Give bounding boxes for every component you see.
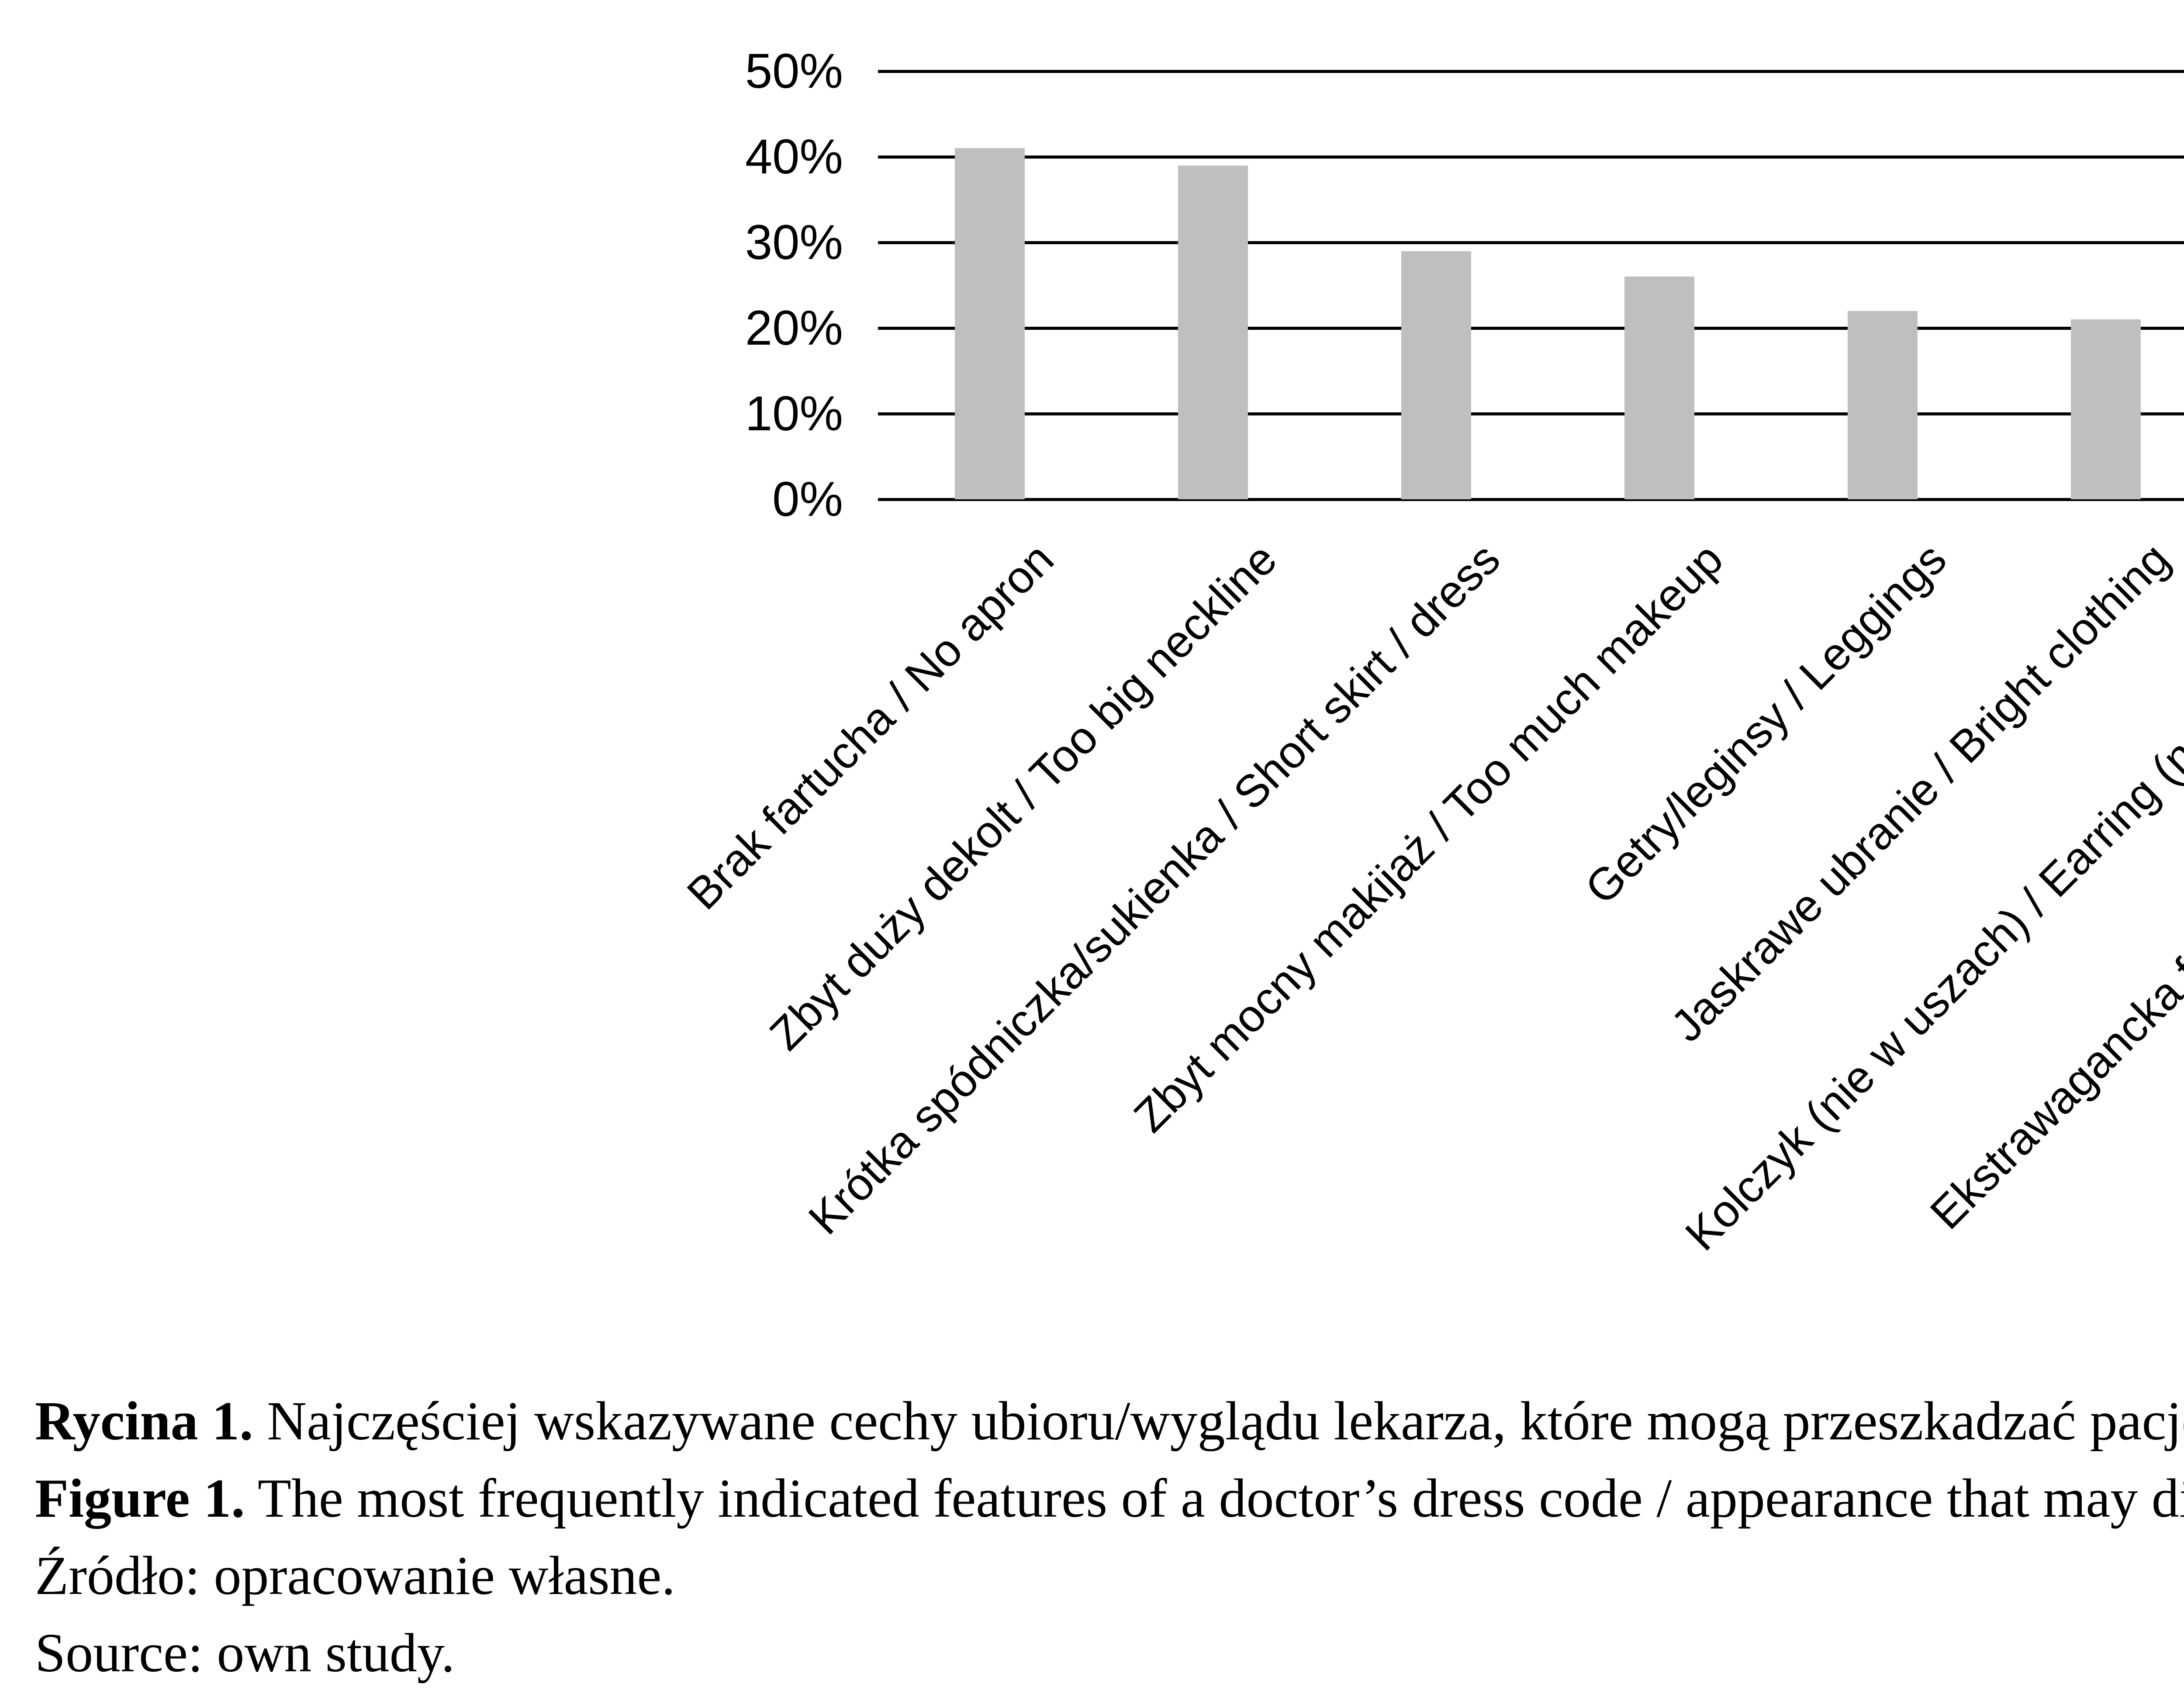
bar [1178, 165, 1248, 499]
y-axis-tick: 20% [745, 301, 843, 355]
gridline [878, 327, 2184, 330]
caption-figure-number-pl: Rycina 1. [35, 1391, 253, 1452]
y-axis-tick: 10% [745, 386, 843, 441]
bar [2071, 319, 2141, 499]
x-axis-label: Jaskrawe ubranie / Bright clothing [1661, 533, 2180, 1052]
x-axis-label: Brak fartucha / No apron [677, 533, 1064, 920]
gridline [878, 70, 2184, 73]
bar [954, 148, 1025, 499]
gridline [878, 498, 2184, 501]
y-axis-tick: 50% [745, 44, 843, 98]
bar [1624, 277, 1694, 499]
y-axis-tick: 0% [772, 472, 843, 526]
caption-text-pl: Najczęściej wskazywane cechy ubioru/wygl… [253, 1391, 2184, 1452]
caption-source-en: Source: own study. [35, 1623, 455, 1684]
bar [1848, 311, 1918, 499]
gridline [878, 241, 2184, 244]
x-axis-label: Getry/leginsy / Leggings [1576, 533, 1956, 914]
caption-source-pl: Źródło: opracowanie własne. [35, 1546, 675, 1606]
caption-line-polish: Rycina 1. Najczęściej wskazywane cechy u… [35, 1383, 2184, 1460]
gridline [878, 412, 2184, 415]
gridline [878, 156, 2184, 159]
caption-line-english: Figure 1. The most frequently indicated … [35, 1460, 2184, 1537]
y-axis-tick: 30% [745, 215, 843, 270]
bar [1401, 251, 1471, 499]
caption-figure-number-en: Figure 1. [35, 1468, 245, 1529]
figure-caption: Rycina 1. Najczęściej wskazywane cechy u… [35, 1383, 2184, 1692]
caption-text-en: The most frequently indicated features o… [257, 1468, 2184, 1529]
bar-chart: 0% 10% 20% 30% 40% 50% Brak fartucha / No apro… [677, 44, 2184, 1260]
x-axis-label: Zbyt duży dekolt / Too big neckline [760, 533, 1287, 1060]
y-axis-tick: 40% [745, 129, 843, 184]
